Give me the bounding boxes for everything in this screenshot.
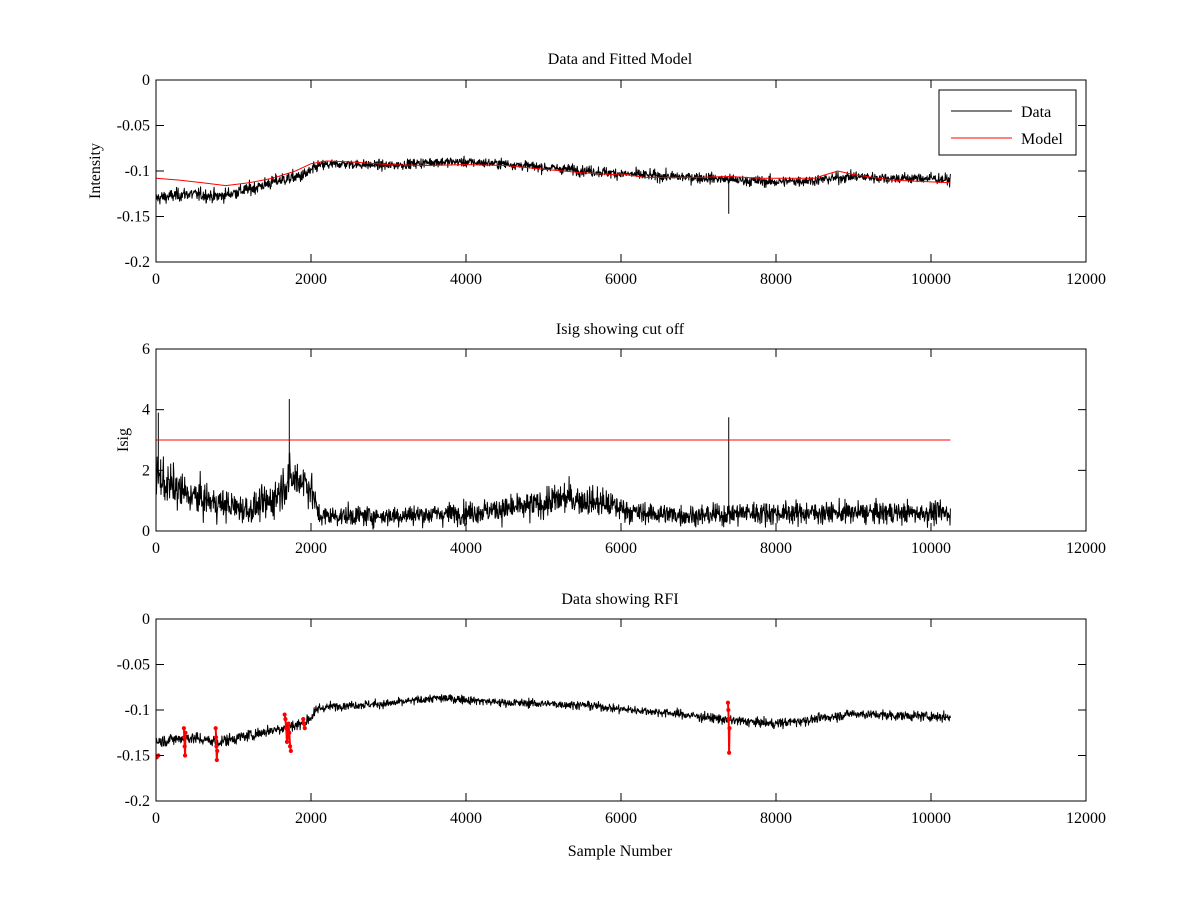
y-tick-label: 0	[142, 611, 150, 628]
series-isig-trace	[156, 452, 951, 530]
y-tick-label: -0.15	[117, 209, 150, 226]
x-tick-label: 10000	[911, 271, 951, 288]
series-group	[156, 155, 951, 214]
panel-data-showing-rfi: Data showing RFI 0 2000 4000 6000 8000 10000 1…	[117, 591, 1106, 860]
legend-box	[938, 89, 1077, 156]
panel-isig-showing-cut-off: Isig showing cut off 0 2000 4000 6000 8000 10…	[115, 321, 1106, 557]
legend: Data Model	[938, 89, 1077, 156]
panel-3-plot-area: 0 2000 4000 6000 8000 10000 12000 0 -0.05 -0.1 -0.…	[117, 611, 1106, 827]
x-tick-label: 0	[152, 271, 160, 288]
series-group	[156, 694, 951, 763]
x-tick-label: 12000	[1066, 810, 1106, 827]
panel-1-title: Data and Fitted Model	[548, 51, 693, 68]
legend-model-label: Model	[1021, 131, 1063, 148]
panel-2-title: Isig showing cut off	[556, 321, 685, 338]
x-tick-label: 0	[152, 540, 160, 557]
x-tick-label: 8000	[760, 271, 792, 288]
series-group	[156, 399, 951, 530]
panel-data-and-fitted-model: Data and Fitted Model 0 2000 4000 6000 8000 1…	[87, 51, 1106, 288]
x-tick-label: 2000	[295, 540, 327, 557]
panel-1-plot-area: 0 2000 4000 6000 8000 10000 12000 0 -0.05 -0.1 -0.…	[117, 72, 1106, 288]
y-tick-label: -0.05	[117, 118, 150, 135]
x-tick-label: 4000	[450, 810, 482, 827]
y-tick-label: 2	[142, 462, 150, 479]
x-tick-label: 10000	[911, 540, 951, 557]
x-tick-label: 8000	[760, 810, 792, 827]
panel-3-title: Data showing RFI	[561, 591, 678, 608]
legend-data-label: Data	[1021, 104, 1051, 121]
panel-1-ylabel: Intensity	[87, 143, 104, 199]
panel-2-ylabel: Isig	[115, 428, 132, 452]
x-tick-label: 0	[152, 810, 160, 827]
panel-3-xlabel: Sample Number	[568, 843, 673, 860]
y-tick-label: -0.05	[117, 657, 150, 674]
y-tick-label: 0	[142, 72, 150, 89]
x-tick-label: 10000	[911, 810, 951, 827]
y-tick-label: -0.2	[125, 254, 150, 271]
x-tick-label: 6000	[605, 540, 637, 557]
y-tick-label: -0.2	[125, 793, 150, 810]
panel-2-plot-area: 0 2000 4000 6000 8000 10000 12000 0 2 4 6	[142, 341, 1106, 557]
series-model-line	[156, 160, 951, 187]
x-tick-label: 8000	[760, 540, 792, 557]
rfi-runs	[156, 702, 731, 761]
y-tick-label: 4	[142, 402, 150, 419]
x-tick-label: 6000	[605, 810, 637, 827]
x-tick-label: 2000	[295, 271, 327, 288]
x-tick-label: 4000	[450, 271, 482, 288]
x-tick-label: 12000	[1066, 540, 1106, 557]
y-tick-label: -0.1	[125, 702, 150, 719]
y-tick-label: -0.15	[117, 748, 150, 765]
y-tick-label: 0	[142, 523, 150, 540]
x-tick-label: 2000	[295, 810, 327, 827]
y-tick-label: -0.1	[125, 163, 150, 180]
x-tick-label: 4000	[450, 540, 482, 557]
x-tick-label: 6000	[605, 271, 637, 288]
x-tick-label: 12000	[1066, 271, 1106, 288]
y-tick-label: 6	[142, 341, 150, 358]
